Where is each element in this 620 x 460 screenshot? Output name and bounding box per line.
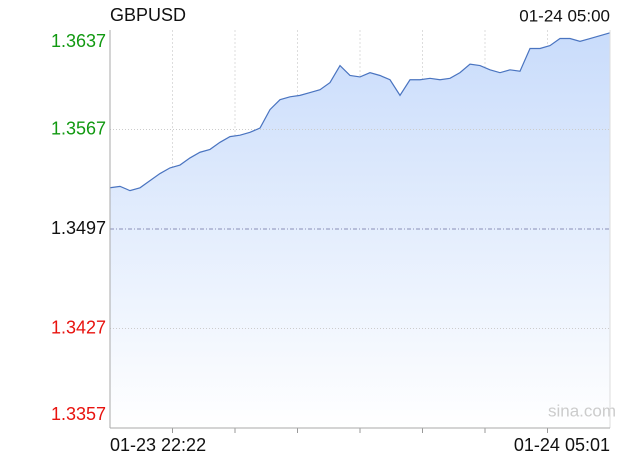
y-tick-label: 1.3567 bbox=[51, 118, 106, 138]
chart-title: GBPUSD bbox=[110, 5, 186, 25]
y-tick-label: 1.3637 bbox=[51, 31, 106, 51]
timestamp: 01-24 05:00 bbox=[519, 6, 610, 25]
x-tick-label: 01-23 22:22 bbox=[110, 435, 206, 455]
y-tick-label: 1.3497 bbox=[51, 218, 106, 238]
watermark: sina.com bbox=[548, 401, 616, 420]
price-line bbox=[109, 32, 611, 192]
y-tick-label: 1.3357 bbox=[51, 404, 106, 424]
y-tick-label: 1.3427 bbox=[51, 317, 106, 337]
x-tick-label: 01-24 05:01 bbox=[514, 435, 610, 455]
area bbox=[110, 32, 610, 428]
